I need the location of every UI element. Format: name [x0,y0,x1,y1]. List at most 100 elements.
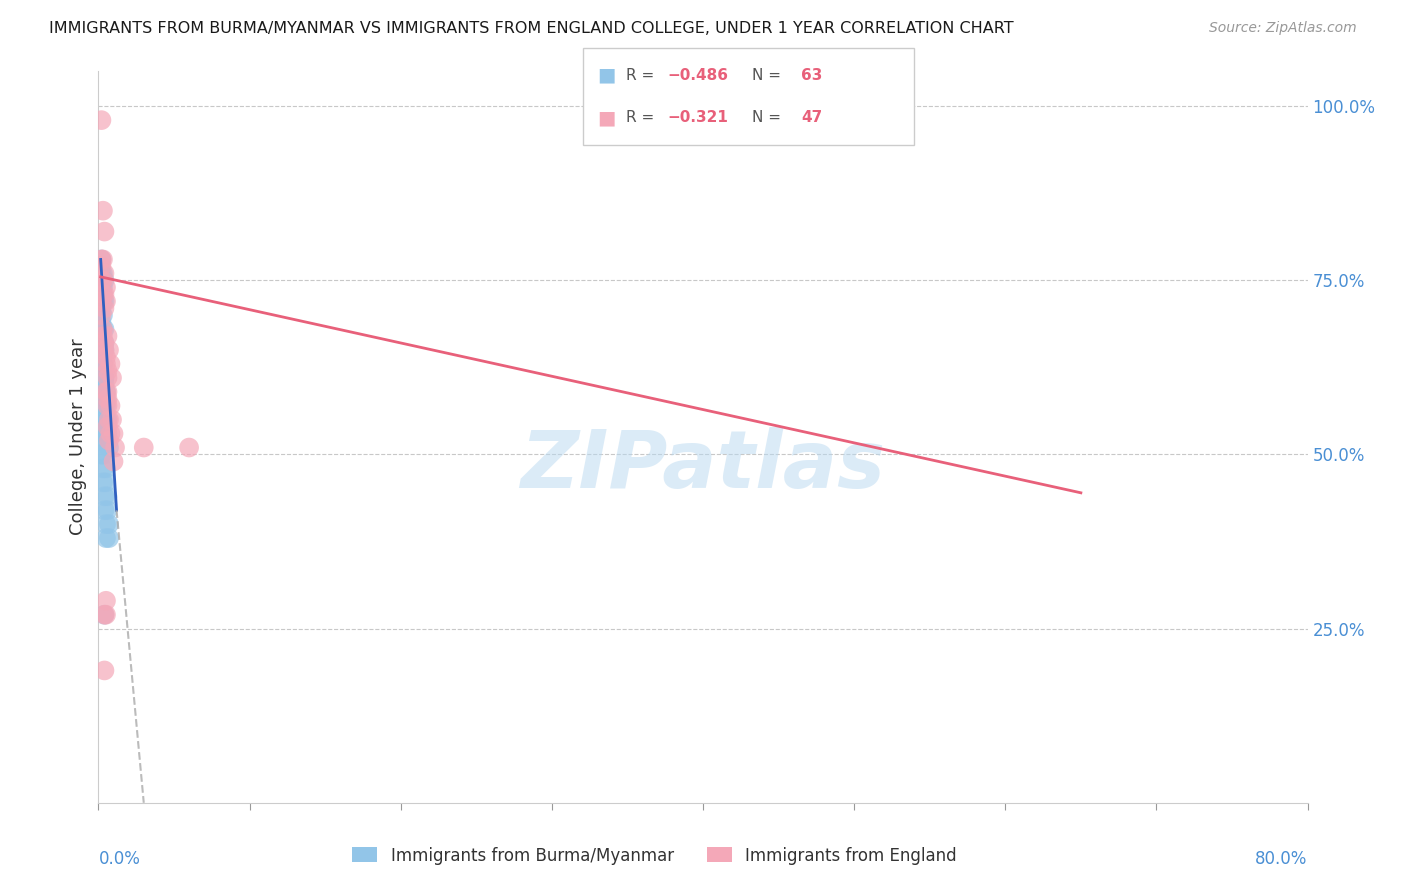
Point [90,260,112,274]
Point [101,371,124,385]
Point [90,329,112,343]
Point [91,252,114,267]
Point [98,441,121,455]
Point [93,287,115,301]
Point [90,448,112,462]
Point [91,392,114,406]
Point [93,294,115,309]
Point [98,434,121,448]
Point [91,343,114,357]
Point [90,336,112,351]
Point [93,607,115,622]
Point [93,503,115,517]
Point [93,371,115,385]
Point [96,426,118,441]
Point [91,287,114,301]
Point [91,322,114,336]
Point [91,419,114,434]
Point [90,113,112,128]
Point [93,434,115,448]
Point [91,287,114,301]
Text: −0.321: −0.321 [668,110,728,125]
Point [91,357,114,371]
Text: N =: N = [752,68,786,83]
Point [96,392,118,406]
Point [93,371,115,385]
Point [93,336,115,351]
Point [90,294,112,309]
Point [104,441,127,455]
Point [89,308,111,322]
Point [91,273,114,287]
Point [93,225,115,239]
Text: 63: 63 [801,68,823,83]
Point [93,336,115,351]
Text: R =: R = [626,68,659,83]
Point [94,357,117,371]
Point [94,607,117,622]
Point [90,434,112,448]
Point [94,517,117,532]
Point [90,448,112,462]
Text: ■: ■ [598,108,616,127]
Point [98,531,121,545]
Point [96,371,118,385]
Point [90,350,112,364]
Point [94,350,117,364]
Point [90,266,112,280]
Point [96,503,118,517]
Legend: Immigrants from Burma/Myanmar, Immigrants from England: Immigrants from Burma/Myanmar, Immigrant… [346,840,963,871]
Point [98,343,121,357]
Point [91,294,114,309]
Point [94,531,117,545]
Point [103,426,125,441]
Point [101,412,124,426]
Point [91,308,114,322]
Point [93,273,115,287]
Point [96,489,118,503]
Point [90,364,112,378]
Text: ■: ■ [598,66,616,85]
Point [96,399,118,413]
Point [98,517,121,532]
Point [179,441,201,455]
Point [90,315,112,329]
Point [93,322,115,336]
Point [132,441,155,455]
Point [93,343,115,357]
Point [93,266,115,280]
Point [100,399,122,413]
Point [90,273,112,287]
Text: IMMIGRANTS FROM BURMA/MYANMAR VS IMMIGRANTS FROM ENGLAND COLLEGE, UNDER 1 YEAR C: IMMIGRANTS FROM BURMA/MYANMAR VS IMMIGRA… [49,21,1014,37]
Point [93,489,115,503]
Point [94,294,117,309]
Point [100,426,122,441]
Y-axis label: College, Under 1 year: College, Under 1 year [69,339,87,535]
Point [94,384,117,399]
Point [90,377,112,392]
Point [94,475,117,490]
Point [90,392,112,406]
Point [93,607,115,622]
Point [94,384,117,399]
Point [93,399,115,413]
Point [96,419,118,434]
Point [91,399,114,413]
Point [90,280,112,294]
Point [96,384,118,399]
Point [94,280,117,294]
Point [91,280,114,294]
Point [91,203,114,218]
Point [98,412,121,426]
Point [93,377,115,392]
Point [94,412,117,426]
Text: ZIPatlas: ZIPatlas [520,427,886,506]
Point [90,252,112,267]
Text: N =: N = [752,110,786,125]
Point [91,266,114,280]
Text: 0.0%: 0.0% [98,850,141,868]
Point [91,475,114,490]
Point [96,329,118,343]
Point [94,392,117,406]
Point [94,594,117,608]
